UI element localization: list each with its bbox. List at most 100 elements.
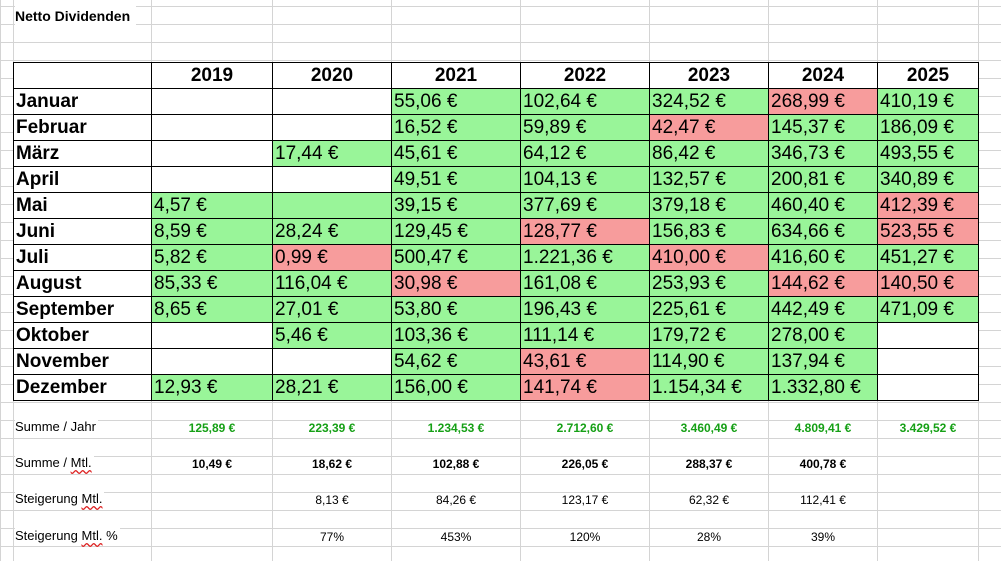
value-cell[interactable]: 179,72 € <box>649 322 769 349</box>
value-cell[interactable]: 268,99 € <box>768 88 878 115</box>
value-cell[interactable] <box>877 322 979 349</box>
value-cell[interactable] <box>272 166 392 193</box>
month-label[interactable]: September <box>13 296 152 323</box>
value-cell[interactable] <box>151 88 273 115</box>
value-cell[interactable]: 43,61 € <box>520 348 650 375</box>
sum-year-value[interactable]: 3.460,49 € <box>680 421 738 435</box>
value-cell[interactable]: 186,09 € <box>877 114 979 141</box>
value-cell[interactable]: 129,45 € <box>391 218 521 245</box>
value-cell[interactable]: 55,06 € <box>391 88 521 115</box>
value-cell[interactable]: 28,21 € <box>272 374 392 401</box>
value-cell[interactable]: 451,27 € <box>877 244 979 271</box>
value-cell[interactable]: 523,55 € <box>877 218 979 245</box>
value-cell[interactable] <box>272 348 392 375</box>
sum-month-value[interactable]: 226,05 € <box>561 457 609 471</box>
value-cell[interactable]: 8,59 € <box>151 218 273 245</box>
value-cell[interactable]: 442,49 € <box>768 296 878 323</box>
value-cell[interactable]: 145,37 € <box>768 114 878 141</box>
increase-pct-value[interactable]: 453% <box>440 530 472 544</box>
value-cell[interactable]: 225,61 € <box>649 296 769 323</box>
value-cell[interactable]: 0,99 € <box>272 244 392 271</box>
month-label[interactable]: Juni <box>13 218 152 245</box>
value-cell[interactable] <box>877 348 979 375</box>
value-cell[interactable]: 132,57 € <box>649 166 769 193</box>
value-cell[interactable]: 8,65 € <box>151 296 273 323</box>
value-cell[interactable]: 200,81 € <box>768 166 878 193</box>
value-cell[interactable]: 144,62 € <box>768 270 878 297</box>
value-cell[interactable]: 1.332,80 € <box>768 374 878 401</box>
sum-year-value[interactable]: 223,39 € <box>308 421 356 435</box>
value-cell[interactable]: 416,60 € <box>768 244 878 271</box>
value-cell[interactable]: 1.154,34 € <box>649 374 769 401</box>
value-cell[interactable]: 102,64 € <box>520 88 650 115</box>
value-cell[interactable]: 278,00 € <box>768 322 878 349</box>
value-cell[interactable]: 253,93 € <box>649 270 769 297</box>
year-header-2020[interactable]: 2020 <box>272 62 392 89</box>
year-header-2024[interactable]: 2024 <box>768 62 878 89</box>
value-cell[interactable]: 156,83 € <box>649 218 769 245</box>
increase-month-value[interactable]: 112,41 € <box>800 493 846 507</box>
value-cell[interactable]: 103,36 € <box>391 322 521 349</box>
value-cell[interactable]: 5,46 € <box>272 322 392 349</box>
sheet-title[interactable]: Netto Dividenden <box>15 6 137 26</box>
increase-pct-value[interactable]: 39% <box>810 530 836 544</box>
value-cell[interactable]: 111,14 € <box>520 322 650 349</box>
month-label[interactable]: November <box>13 348 152 375</box>
value-cell[interactable]: 104,13 € <box>520 166 650 193</box>
value-cell[interactable]: 140,50 € <box>877 270 979 297</box>
increase-month-value[interactable]: 8,13 € <box>315 493 349 507</box>
value-cell[interactable] <box>151 348 273 375</box>
value-cell[interactable]: 346,73 € <box>768 140 878 167</box>
year-header-2021[interactable]: 2021 <box>391 62 521 89</box>
year-header-2025[interactable]: 2025 <box>877 62 979 89</box>
value-cell[interactable]: 196,43 € <box>520 296 650 323</box>
value-cell[interactable]: 114,90 € <box>649 348 769 375</box>
value-cell[interactable] <box>151 166 273 193</box>
increase-pct-label[interactable]: Steigerung Mtl. % <box>15 528 120 543</box>
value-cell[interactable]: 59,89 € <box>520 114 650 141</box>
month-label[interactable]: April <box>13 166 152 193</box>
header-corner-cell[interactable] <box>13 62 152 89</box>
month-label[interactable]: Juli <box>13 244 152 271</box>
value-cell[interactable]: 116,04 € <box>272 270 392 297</box>
month-label[interactable]: Dezember <box>13 374 152 401</box>
value-cell[interactable]: 27,01 € <box>272 296 392 323</box>
value-cell[interactable]: 39,15 € <box>391 192 521 219</box>
sum-year-value[interactable]: 4.809,41 € <box>794 421 852 435</box>
value-cell[interactable]: 45,61 € <box>391 140 521 167</box>
value-cell[interactable]: 86,42 € <box>649 140 769 167</box>
sum-month-value[interactable]: 288,37 € <box>685 457 733 471</box>
sum-year-value[interactable]: 125,89 € <box>188 421 236 435</box>
value-cell[interactable]: 42,47 € <box>649 114 769 141</box>
month-label[interactable]: März <box>13 140 152 167</box>
value-cell[interactable] <box>151 114 273 141</box>
value-cell[interactable]: 161,08 € <box>520 270 650 297</box>
value-cell[interactable]: 379,18 € <box>649 192 769 219</box>
value-cell[interactable] <box>151 140 273 167</box>
value-cell[interactable]: 340,89 € <box>877 166 979 193</box>
value-cell[interactable] <box>151 322 273 349</box>
sum-month-value[interactable]: 102,88 € <box>432 457 480 471</box>
value-cell[interactable]: 156,00 € <box>391 374 521 401</box>
month-label[interactable]: Mai <box>13 192 152 219</box>
sum-year-label[interactable]: Summe / Jahr <box>15 419 98 434</box>
value-cell[interactable]: 412,39 € <box>877 192 979 219</box>
month-label[interactable]: Januar <box>13 88 152 115</box>
value-cell[interactable]: 471,09 € <box>877 296 979 323</box>
value-cell[interactable]: 377,69 € <box>520 192 650 219</box>
year-header-2019[interactable]: 2019 <box>151 62 273 89</box>
value-cell[interactable]: 16,52 € <box>391 114 521 141</box>
value-cell[interactable]: 324,52 € <box>649 88 769 115</box>
value-cell[interactable] <box>272 114 392 141</box>
value-cell[interactable]: 85,33 € <box>151 270 273 297</box>
value-cell[interactable]: 12,93 € <box>151 374 273 401</box>
value-cell[interactable]: 4,57 € <box>151 192 273 219</box>
month-label[interactable]: Oktober <box>13 322 152 349</box>
value-cell[interactable]: 30,98 € <box>391 270 521 297</box>
increase-pct-value[interactable]: 77% <box>319 530 345 544</box>
sum-month-value[interactable]: 400,78 € <box>799 457 847 471</box>
value-cell[interactable]: 137,94 € <box>768 348 878 375</box>
sum-year-value[interactable]: 3.429,52 € <box>899 421 957 435</box>
value-cell[interactable]: 5,82 € <box>151 244 273 271</box>
year-header-2022[interactable]: 2022 <box>520 62 650 89</box>
